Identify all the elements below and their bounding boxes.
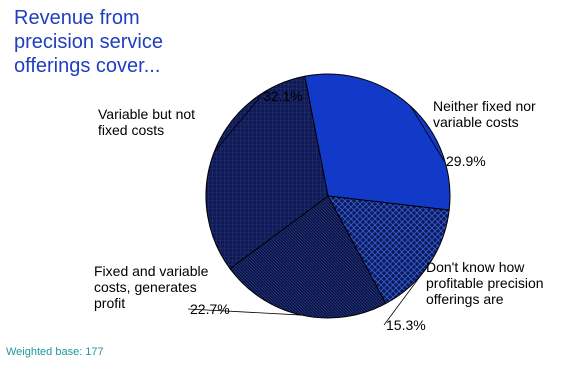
slice-label-1: Neither fixed nor variable costs [433, 98, 536, 130]
slice-value-3: 22.7% [190, 301, 230, 317]
slice-label-2: Don't know how profitable precision offeri… [426, 259, 544, 307]
chart-title: Revenue from precision service offerings… [14, 7, 163, 77]
leader-line-3 [187, 308, 302, 316]
leader-line-1 [410, 106, 445, 162]
slice-value-4: 32.1% [263, 88, 303, 104]
weighted-base-note: Weighted base: 177 [6, 346, 104, 358]
slice-label-4: Variable but not fixed costs [98, 106, 195, 138]
slice-label-3: Fixed and variable costs, generates profit [94, 263, 209, 311]
slice-value-2: 15.3% [386, 317, 426, 333]
pie-slice-3 [229, 195, 387, 319]
slice-value-1: 29.9% [446, 153, 486, 169]
leader-line-2 [383, 264, 430, 326]
leader-line-4 [213, 95, 262, 153]
